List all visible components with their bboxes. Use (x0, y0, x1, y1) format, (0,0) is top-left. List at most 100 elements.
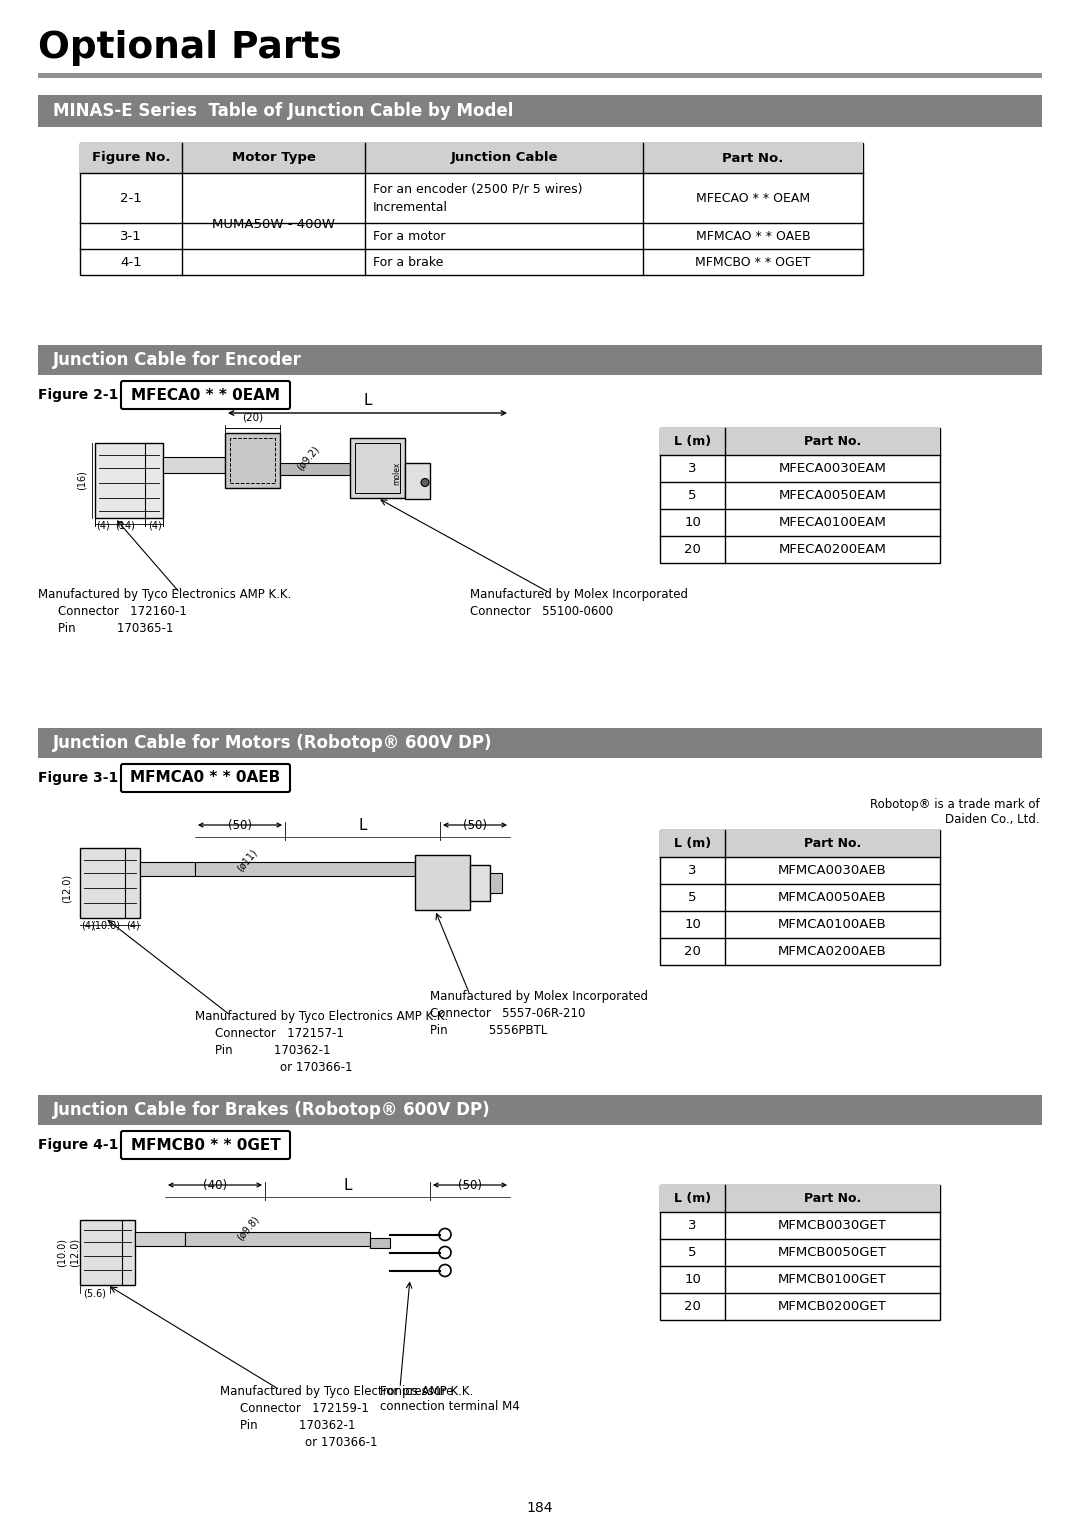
Text: or 170366-1: or 170366-1 (280, 1060, 352, 1074)
Text: Figure No.: Figure No. (92, 151, 171, 165)
Text: Pin           170362-1: Pin 170362-1 (240, 1420, 355, 1432)
Text: MFMCB0030GET: MFMCB0030GET (778, 1219, 887, 1232)
Text: Manufactured by Tyco Electronics AMP K.K.: Manufactured by Tyco Electronics AMP K.K… (38, 588, 292, 601)
Text: MFMCB0200GET: MFMCB0200GET (778, 1300, 887, 1313)
Text: (50): (50) (463, 819, 487, 831)
Text: Junction Cable for Encoder: Junction Cable for Encoder (53, 351, 302, 368)
Bar (135, 1232, 185, 1245)
Circle shape (438, 1247, 451, 1259)
Text: Connector   5557-06R-210: Connector 5557-06R-210 (430, 1007, 585, 1021)
Text: MFECA0 * * 0EAM: MFECA0 * * 0EAM (131, 388, 280, 402)
Text: Motor Type: Motor Type (231, 151, 315, 165)
Text: Part No.: Part No. (804, 435, 861, 448)
Text: 5: 5 (688, 1245, 697, 1259)
Text: Manufactured by Tyco Electronics AMP K.K.: Manufactured by Tyco Electronics AMP K.K… (220, 1384, 473, 1398)
Text: MFMCA0030AEB: MFMCA0030AEB (778, 863, 887, 877)
Text: 3: 3 (688, 863, 697, 877)
Text: MFMCB0 * * 0GET: MFMCB0 * * 0GET (131, 1137, 281, 1152)
Bar (38, 345, 1042, 374)
Bar (38, 73, 1042, 78)
Bar (163, 457, 225, 472)
Text: Manufactured by Molex Incorporated: Manufactured by Molex Incorporated (430, 990, 648, 1002)
Bar (660, 830, 940, 966)
Text: (40): (40) (203, 1178, 227, 1192)
FancyBboxPatch shape (121, 380, 291, 410)
Text: (20): (20) (242, 413, 264, 423)
Text: (50): (50) (228, 819, 252, 831)
Text: For a brake: For a brake (373, 255, 444, 269)
Text: 4-1: 4-1 (120, 255, 141, 269)
Text: Connector   172160-1: Connector 172160-1 (58, 605, 187, 617)
Bar (80, 848, 140, 918)
Bar (185, 1232, 370, 1245)
Text: (10.0): (10.0) (92, 921, 121, 931)
Text: (12.0): (12.0) (70, 1238, 80, 1267)
Text: L (m): L (m) (674, 837, 711, 850)
Text: Optional Parts: Optional Parts (38, 31, 341, 66)
Text: MFMCAO * * OAEB: MFMCAO * * OAEB (696, 229, 810, 243)
Text: Figure 2-1: Figure 2-1 (38, 388, 119, 402)
Circle shape (438, 1265, 451, 1276)
Text: (10.0): (10.0) (57, 1238, 67, 1267)
Text: Junction Cable: Junction Cable (450, 151, 557, 165)
Bar (225, 432, 280, 487)
Text: MFMCB0100GET: MFMCB0100GET (778, 1273, 887, 1287)
Text: L: L (363, 393, 372, 408)
Text: MINAS-E Series  Table of Junction Cable by Model: MINAS-E Series Table of Junction Cable b… (53, 102, 513, 121)
Bar (660, 1186, 940, 1212)
Text: L (m): L (m) (674, 435, 711, 448)
Text: 2-1: 2-1 (120, 191, 141, 205)
Text: 3: 3 (688, 1219, 697, 1232)
Bar (660, 830, 940, 857)
Text: 10: 10 (684, 918, 701, 931)
Text: MFMCB0050GET: MFMCB0050GET (778, 1245, 887, 1259)
Text: (5.6): (5.6) (83, 1288, 107, 1297)
Text: (4): (4) (81, 921, 95, 931)
Bar (415, 856, 470, 911)
Text: Figure 3-1: Figure 3-1 (38, 772, 118, 785)
Text: Incremental: Incremental (373, 202, 448, 214)
Text: Part No.: Part No. (804, 1192, 861, 1206)
Text: Junction Cable for Brakes (Robotop® 600V DP): Junction Cable for Brakes (Robotop® 600V… (53, 1102, 490, 1118)
Text: 20: 20 (684, 944, 701, 958)
Text: MFECA0200EAM: MFECA0200EAM (779, 542, 887, 556)
Bar (660, 1186, 940, 1320)
Text: 20: 20 (684, 1300, 701, 1313)
Text: MFMCA0100AEB: MFMCA0100AEB (778, 918, 887, 931)
Text: Part No.: Part No. (723, 151, 784, 165)
Text: Part No.: Part No. (804, 837, 861, 850)
Bar (38, 95, 1042, 127)
Bar (38, 727, 1042, 758)
Text: (16): (16) (77, 471, 87, 490)
Text: molex: molex (392, 461, 402, 484)
Bar (195, 862, 415, 876)
Text: L: L (359, 817, 367, 833)
Text: Pin           5556PBTL: Pin 5556PBTL (430, 1024, 548, 1038)
Text: MFECA0050EAM: MFECA0050EAM (779, 489, 887, 503)
Text: L: L (343, 1178, 352, 1192)
Text: MFMCA0 * * 0AEB: MFMCA0 * * 0AEB (131, 770, 281, 785)
Bar (355, 443, 400, 494)
Text: (4): (4) (126, 921, 140, 931)
Text: or 170366-1: or 170366-1 (305, 1436, 378, 1449)
Text: (12.0): (12.0) (62, 874, 72, 903)
FancyBboxPatch shape (121, 1131, 291, 1160)
Text: 5: 5 (688, 489, 697, 503)
Bar (370, 1238, 390, 1247)
Text: Junction Cable for Motors (Robotop® 600V DP): Junction Cable for Motors (Robotop® 600V… (53, 733, 492, 752)
Text: Connector   172157-1: Connector 172157-1 (215, 1027, 343, 1041)
Text: For pressure
connection terminal M4: For pressure connection terminal M4 (380, 1384, 519, 1413)
Text: Connector   172159-1: Connector 172159-1 (240, 1403, 369, 1415)
Text: MFECA0100EAM: MFECA0100EAM (779, 516, 887, 529)
Text: MFMCA0050AEB: MFMCA0050AEB (778, 891, 887, 905)
Text: For a motor: For a motor (373, 229, 446, 243)
Text: MFECA0030EAM: MFECA0030EAM (779, 461, 887, 475)
Text: 5: 5 (688, 891, 697, 905)
Bar (470, 865, 490, 902)
Bar (280, 463, 350, 475)
Text: (4): (4) (96, 521, 110, 532)
Circle shape (438, 1229, 451, 1241)
Text: (ø11): (ø11) (235, 847, 259, 872)
Bar (80, 144, 863, 275)
Text: 20: 20 (684, 542, 701, 556)
